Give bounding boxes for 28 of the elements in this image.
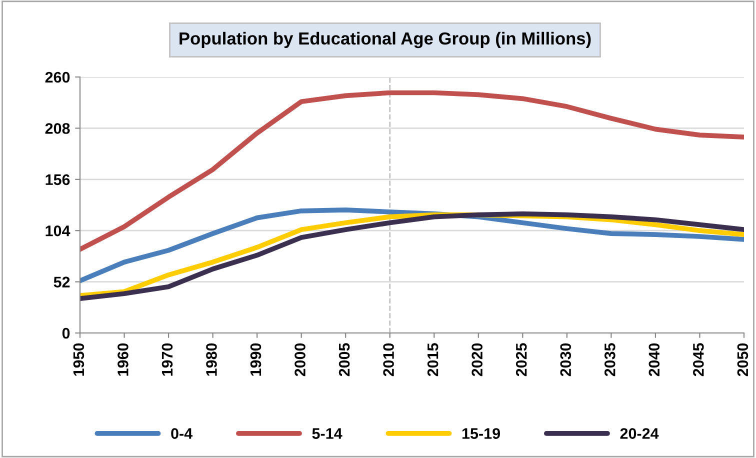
x-tick-label: 1980: [206, 343, 217, 376]
x-tick-label: 2005: [338, 343, 350, 376]
y-tick-label: 260: [45, 72, 70, 83]
legend-label: 15-19: [462, 428, 500, 439]
y-tick-label: 208: [45, 123, 70, 134]
x-tick-label: 1950: [73, 343, 84, 376]
x-tick-label: 2045: [693, 343, 704, 376]
x-tick-label: 2025: [516, 343, 527, 376]
x-tick-label: 2035: [604, 343, 616, 376]
x-tick-label: 1990: [250, 343, 262, 376]
legend-label: 0-4: [171, 428, 193, 439]
x-tick-label: 2020: [472, 343, 482, 376]
y-tick-label: 52: [54, 276, 70, 288]
x-tick-label: 2030: [560, 343, 572, 376]
line-series: [80, 90, 744, 252]
x-tick-label: 2040: [648, 343, 660, 376]
legend-label: 5-14: [312, 428, 342, 439]
x-tick-label: 2015: [427, 343, 438, 376]
y-tick-label: 0: [62, 328, 70, 339]
x-tick-label: 2000: [294, 343, 306, 376]
y-tick-label: 156: [46, 174, 70, 186]
x-tick-label: 1970: [162, 343, 173, 376]
legend-label: 20-24: [620, 428, 659, 439]
x-tick-label: 1960: [118, 343, 128, 376]
chart-title: Population by Educational Age Group (in Millions): [180, 32, 591, 48]
y-tick-label: 104: [46, 225, 70, 236]
x-tick-label: 2050: [737, 343, 748, 376]
x-tick-label: 2010: [383, 343, 394, 376]
